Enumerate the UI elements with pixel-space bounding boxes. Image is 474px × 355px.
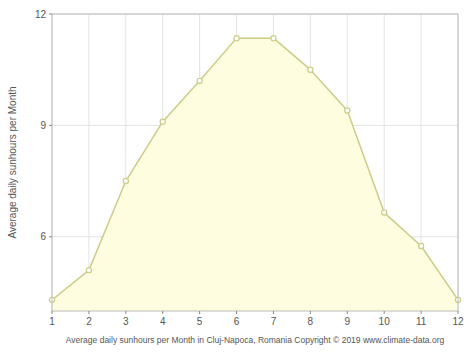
- x-tick: [273, 311, 274, 314]
- line: [52, 38, 458, 300]
- x-tick-label: 7: [271, 316, 277, 327]
- marker: [308, 67, 313, 72]
- marker: [418, 243, 423, 248]
- x-tick-label: 10: [379, 316, 391, 327]
- x-tick: [384, 311, 385, 314]
- y-tick-label: 9: [40, 120, 46, 131]
- marker: [382, 210, 387, 215]
- x-tick: [162, 311, 163, 314]
- axes: 1234567891011126912: [35, 9, 464, 328]
- markers: [49, 36, 460, 303]
- y-tick: [49, 236, 52, 237]
- x-tick: [52, 311, 53, 314]
- x-tick-label: 2: [86, 316, 92, 327]
- marker: [271, 36, 276, 41]
- grid-line-x: [88, 14, 89, 311]
- x-tick-label: 12: [452, 316, 464, 327]
- x-tick: [199, 311, 200, 314]
- marker: [345, 108, 350, 113]
- marker: [160, 119, 165, 124]
- y-tick-label: 12: [35, 9, 47, 20]
- plot-frame: [52, 14, 458, 311]
- x-tick: [125, 311, 126, 314]
- data: [52, 38, 458, 311]
- x-tick: [347, 311, 348, 314]
- area: [52, 38, 458, 311]
- y-axis-label: Average daily sunhours per Month: [7, 86, 18, 238]
- x-tick-label: 11: [416, 316, 427, 327]
- chart: 1234567891011126912Average daily sunhour…: [0, 0, 474, 355]
- x-tick-label: 8: [308, 316, 314, 327]
- x-tick-label: 6: [234, 316, 240, 327]
- y-tick: [49, 125, 52, 126]
- x-tick-label: 9: [344, 316, 350, 327]
- x-tick-label: 5: [197, 316, 203, 327]
- x-tick: [458, 311, 459, 314]
- x-tick: [236, 311, 237, 314]
- marker: [86, 268, 91, 273]
- x-tick-label: 4: [160, 316, 166, 327]
- x-tick-label: 3: [123, 316, 129, 327]
- grid: [52, 14, 458, 311]
- x-tick: [310, 311, 311, 314]
- marker: [123, 178, 128, 183]
- x-tick: [88, 311, 89, 314]
- marker: [197, 78, 202, 83]
- y-tick: [49, 14, 52, 15]
- y-tick-label: 6: [40, 231, 46, 242]
- marker: [234, 36, 239, 41]
- x-axis-label: Average daily sunhours per Month in Cluj…: [66, 335, 445, 345]
- plot-background: [52, 14, 458, 311]
- x-tick-label: 1: [49, 316, 55, 327]
- x-tick: [421, 311, 422, 314]
